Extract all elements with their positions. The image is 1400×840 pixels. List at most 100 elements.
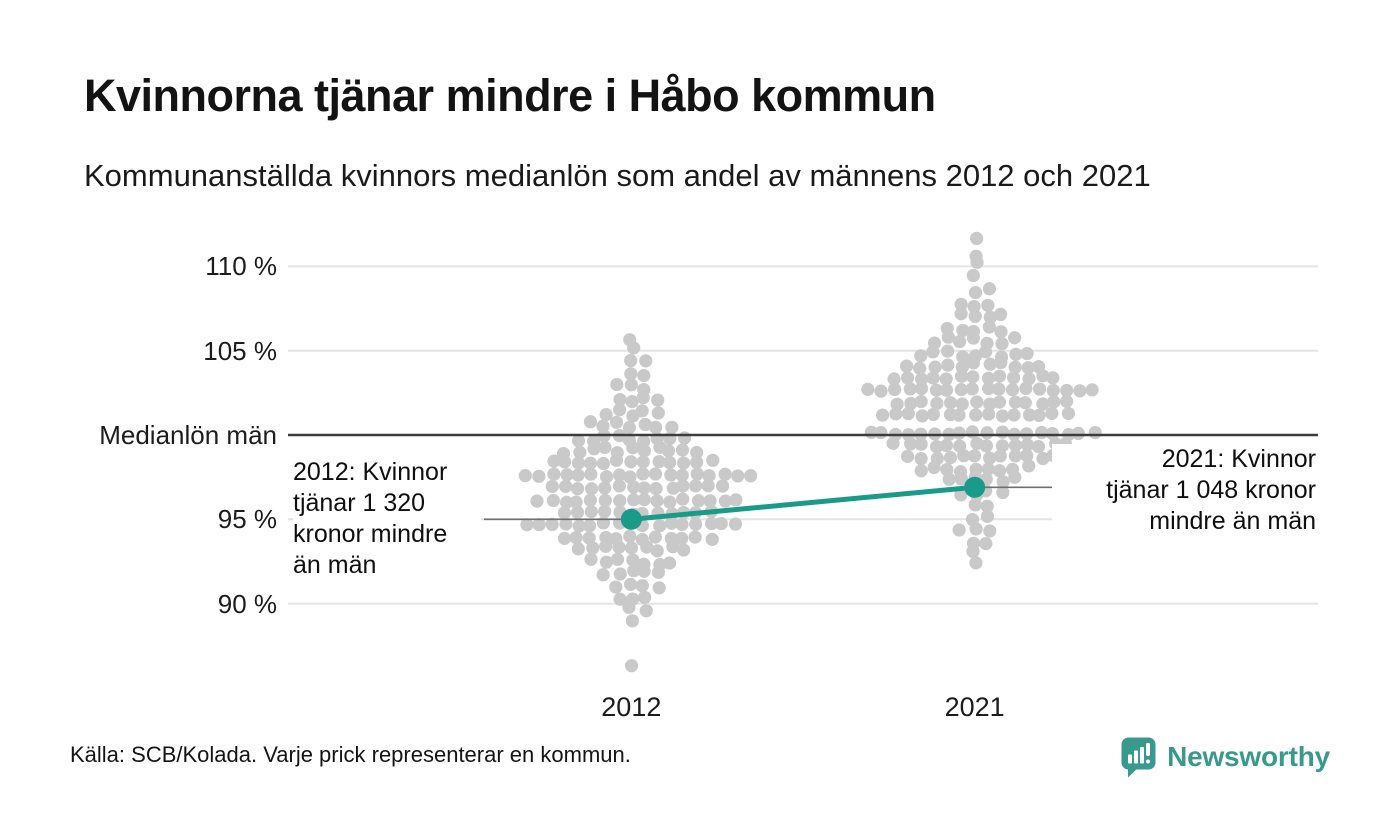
municipality-dot [956,350,970,364]
y-tick-label: 95 % [217,504,277,535]
municipality-dot [1088,425,1102,440]
municipality-dot [969,556,983,570]
municipality-dot [965,382,979,396]
municipality-dot [677,456,691,470]
municipality-dot [637,444,651,458]
municipality-dot [900,371,915,385]
municipality-dot [689,517,703,531]
municipality-dot [599,539,613,553]
municipality-dot [941,358,955,372]
municipality-dot [691,494,706,508]
municipality-dot [983,357,997,371]
municipality-dot [982,320,996,334]
municipality-dot [624,541,639,555]
municipality-dot [701,479,715,493]
annotation-2012: 2012: Kvinnor tjänar 1 320 kronor mindre… [293,457,481,581]
municipality-dot [983,310,997,324]
municipality-dot [598,481,612,495]
municipality-dot [954,383,968,397]
municipality-dot [966,544,980,559]
page-title: Kvinnorna tjänar mindre i Håbo kommun [84,70,936,121]
municipality-dot [1007,408,1021,422]
municipality-dot [1071,426,1085,441]
municipality-dot [571,456,586,470]
municipality-dot [953,334,967,349]
municipality-dot [952,426,966,440]
municipality-dot [598,493,612,508]
municipality-dot [559,495,574,509]
municipality-dot [613,494,627,508]
municipality-dot [532,469,546,483]
municipality-dot [968,286,983,300]
municipality-dot [661,444,676,458]
municipality-dot [939,383,954,397]
municipality-dot [639,604,653,618]
municipality-dot [571,468,585,482]
municipality-dot [970,255,984,269]
municipality-dot [569,531,583,545]
municipality-dot [530,494,544,508]
municipality-dot [546,493,560,508]
y-tick-label: 110 % [205,251,277,282]
municipality-dot [609,415,624,429]
municipality-dot [955,397,969,411]
municipality-dot [728,517,743,531]
municipality-dot [941,344,955,358]
municipality-dot [1008,331,1022,345]
y-tick-label: 105 % [203,335,277,366]
municipality-dot [675,443,690,457]
municipality-dot [965,425,979,439]
municipality-dot [649,420,663,434]
municipality-dot [983,451,997,465]
municipality-dot [547,454,561,468]
municipality-dot [994,307,1008,322]
municipality-dot [613,592,627,606]
municipality-dot [666,540,680,554]
municipality-dot [1045,426,1059,441]
municipality-dot [982,381,996,396]
municipality-dot [612,540,626,554]
municipality-dot [584,467,598,481]
municipality-dot [1031,440,1046,454]
municipality-dot [651,393,665,407]
municipality-dot [967,299,981,314]
municipality-dot [596,568,610,582]
municipality-dot [584,552,598,566]
municipality-dot [665,420,679,434]
municipality-dot [887,372,901,386]
municipality-dot [914,452,928,466]
municipality-dot [583,415,598,429]
municipality-dot [1045,406,1059,421]
municipality-dot [731,469,745,483]
municipality-dot [982,282,997,296]
municipality-dot [703,494,717,508]
municipality-dot [914,372,929,386]
municipality-dot [904,396,918,411]
municipality-dot [596,516,611,530]
municipality-dot [1085,383,1099,397]
municipality-dot [638,417,652,432]
municipality-dot [995,337,1009,351]
municipality-dot [930,440,944,454]
municipality-dot [663,495,677,509]
municipality-dot [625,614,639,628]
municipality-dot [981,371,996,385]
municipality-dot [1020,448,1034,463]
municipality-dot [939,372,953,386]
municipality-dot [688,479,703,493]
municipality-dot [690,455,704,469]
municipality-dot [613,392,627,407]
municipality-dot [979,439,994,453]
highlight-line [631,484,975,522]
municipality-dot [652,581,666,595]
municipality-dot [622,600,636,614]
municipality-dot [995,439,1010,453]
municipality-dot [992,464,1007,478]
municipality-dot [994,355,1008,370]
municipality-dot [518,469,532,483]
municipality-dot [573,445,587,459]
municipality-dot [637,493,651,507]
municipality-dot [584,505,598,519]
municipality-dot [636,455,650,469]
municipality-dot [981,462,995,476]
